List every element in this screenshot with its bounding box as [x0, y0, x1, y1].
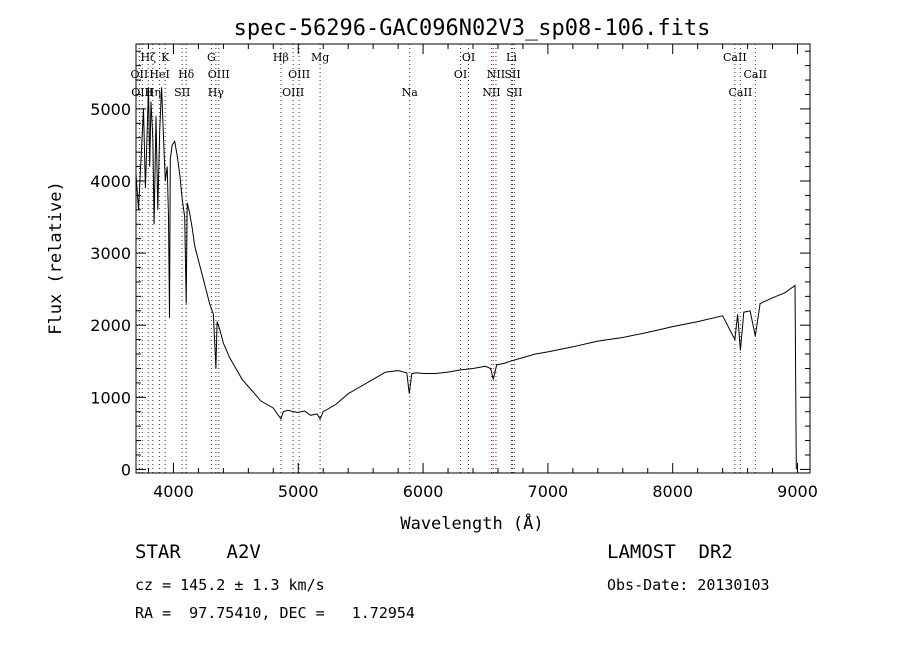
- line-label-26: CaII: [743, 68, 767, 81]
- line-label-2: Hζ: [140, 51, 156, 64]
- x-tick-label-0: 4000: [153, 482, 194, 501]
- survey-name: LAMOST DR2: [607, 541, 733, 563]
- line-label-12: OIII: [282, 86, 304, 99]
- y-tick-label-3: 3000: [90, 244, 131, 263]
- line-label-22: SII: [504, 68, 520, 81]
- line-label-0: OII: [131, 68, 149, 81]
- y-tick-label-0: 0: [121, 460, 131, 479]
- line-label-3: Hη: [145, 86, 161, 99]
- y-tick-label-1: 1000: [90, 388, 131, 407]
- line-label-14: Mg: [311, 51, 329, 64]
- plot-frame: [135, 43, 811, 474]
- line-label-15: Na: [402, 86, 419, 99]
- line-label-18: NII: [482, 86, 500, 99]
- line-label-10: Hγ: [208, 86, 225, 99]
- line-label-9: OIII: [208, 68, 230, 81]
- y-axis-label: Flux (relative): [46, 181, 66, 335]
- y-tick-label-2: 2000: [90, 316, 131, 335]
- observation-date: Obs-Date: 20130103: [607, 576, 770, 594]
- line-label-21: Li: [506, 51, 517, 64]
- object-class: STAR A2V: [135, 541, 261, 563]
- y-tick-label-5: 5000: [90, 100, 131, 119]
- line-label-16: OI: [454, 68, 467, 81]
- x-tick-label-4: 8000: [652, 482, 693, 501]
- chart-title: spec-56296-GAC096N02V3_sp08-106.fits: [234, 16, 711, 41]
- redshift-velocity: cz = 145.2 ± 1.3 km/s: [135, 576, 325, 594]
- line-label-6: Hδ: [178, 68, 195, 81]
- spectrum-line: [135, 87, 797, 470]
- line-label-17: OI: [462, 51, 475, 64]
- x-axis: 4000 5000 6000 7000 8000 9000: [147, 44, 818, 501]
- line-label-5: K: [161, 51, 170, 64]
- line-label-25: CaII: [729, 86, 753, 99]
- line-label-8: G: [207, 51, 216, 64]
- line-label-20: NII: [487, 68, 505, 81]
- x-tick-label-2: 6000: [403, 482, 444, 501]
- y-axis: 0 1000 2000 3000 4000 5000: [90, 50, 810, 479]
- line-markers: [138, 44, 756, 473]
- x-tick-label-5: 9000: [777, 482, 818, 501]
- coordinates: RA = 97.75410, DEC = 1.72954: [135, 604, 415, 622]
- x-tick-label-3: 7000: [528, 482, 569, 501]
- x-axis-label: Wavelength (Å): [400, 512, 543, 534]
- line-label-13: OIII: [288, 68, 310, 81]
- line-label-23: SII: [506, 86, 522, 99]
- x-tick-label-1: 5000: [278, 482, 319, 501]
- line-label-4: HeI: [149, 68, 169, 81]
- line-label-7: SII: [174, 86, 190, 99]
- line-label-24: CaII: [723, 51, 747, 64]
- line-label-11: Hβ: [273, 51, 289, 64]
- line-labels: OIIOIIIHζHηHeIKHδSIIGOIIIHγHβOIIIOIIIMgN…: [131, 51, 768, 99]
- y-tick-label-4: 4000: [90, 172, 131, 191]
